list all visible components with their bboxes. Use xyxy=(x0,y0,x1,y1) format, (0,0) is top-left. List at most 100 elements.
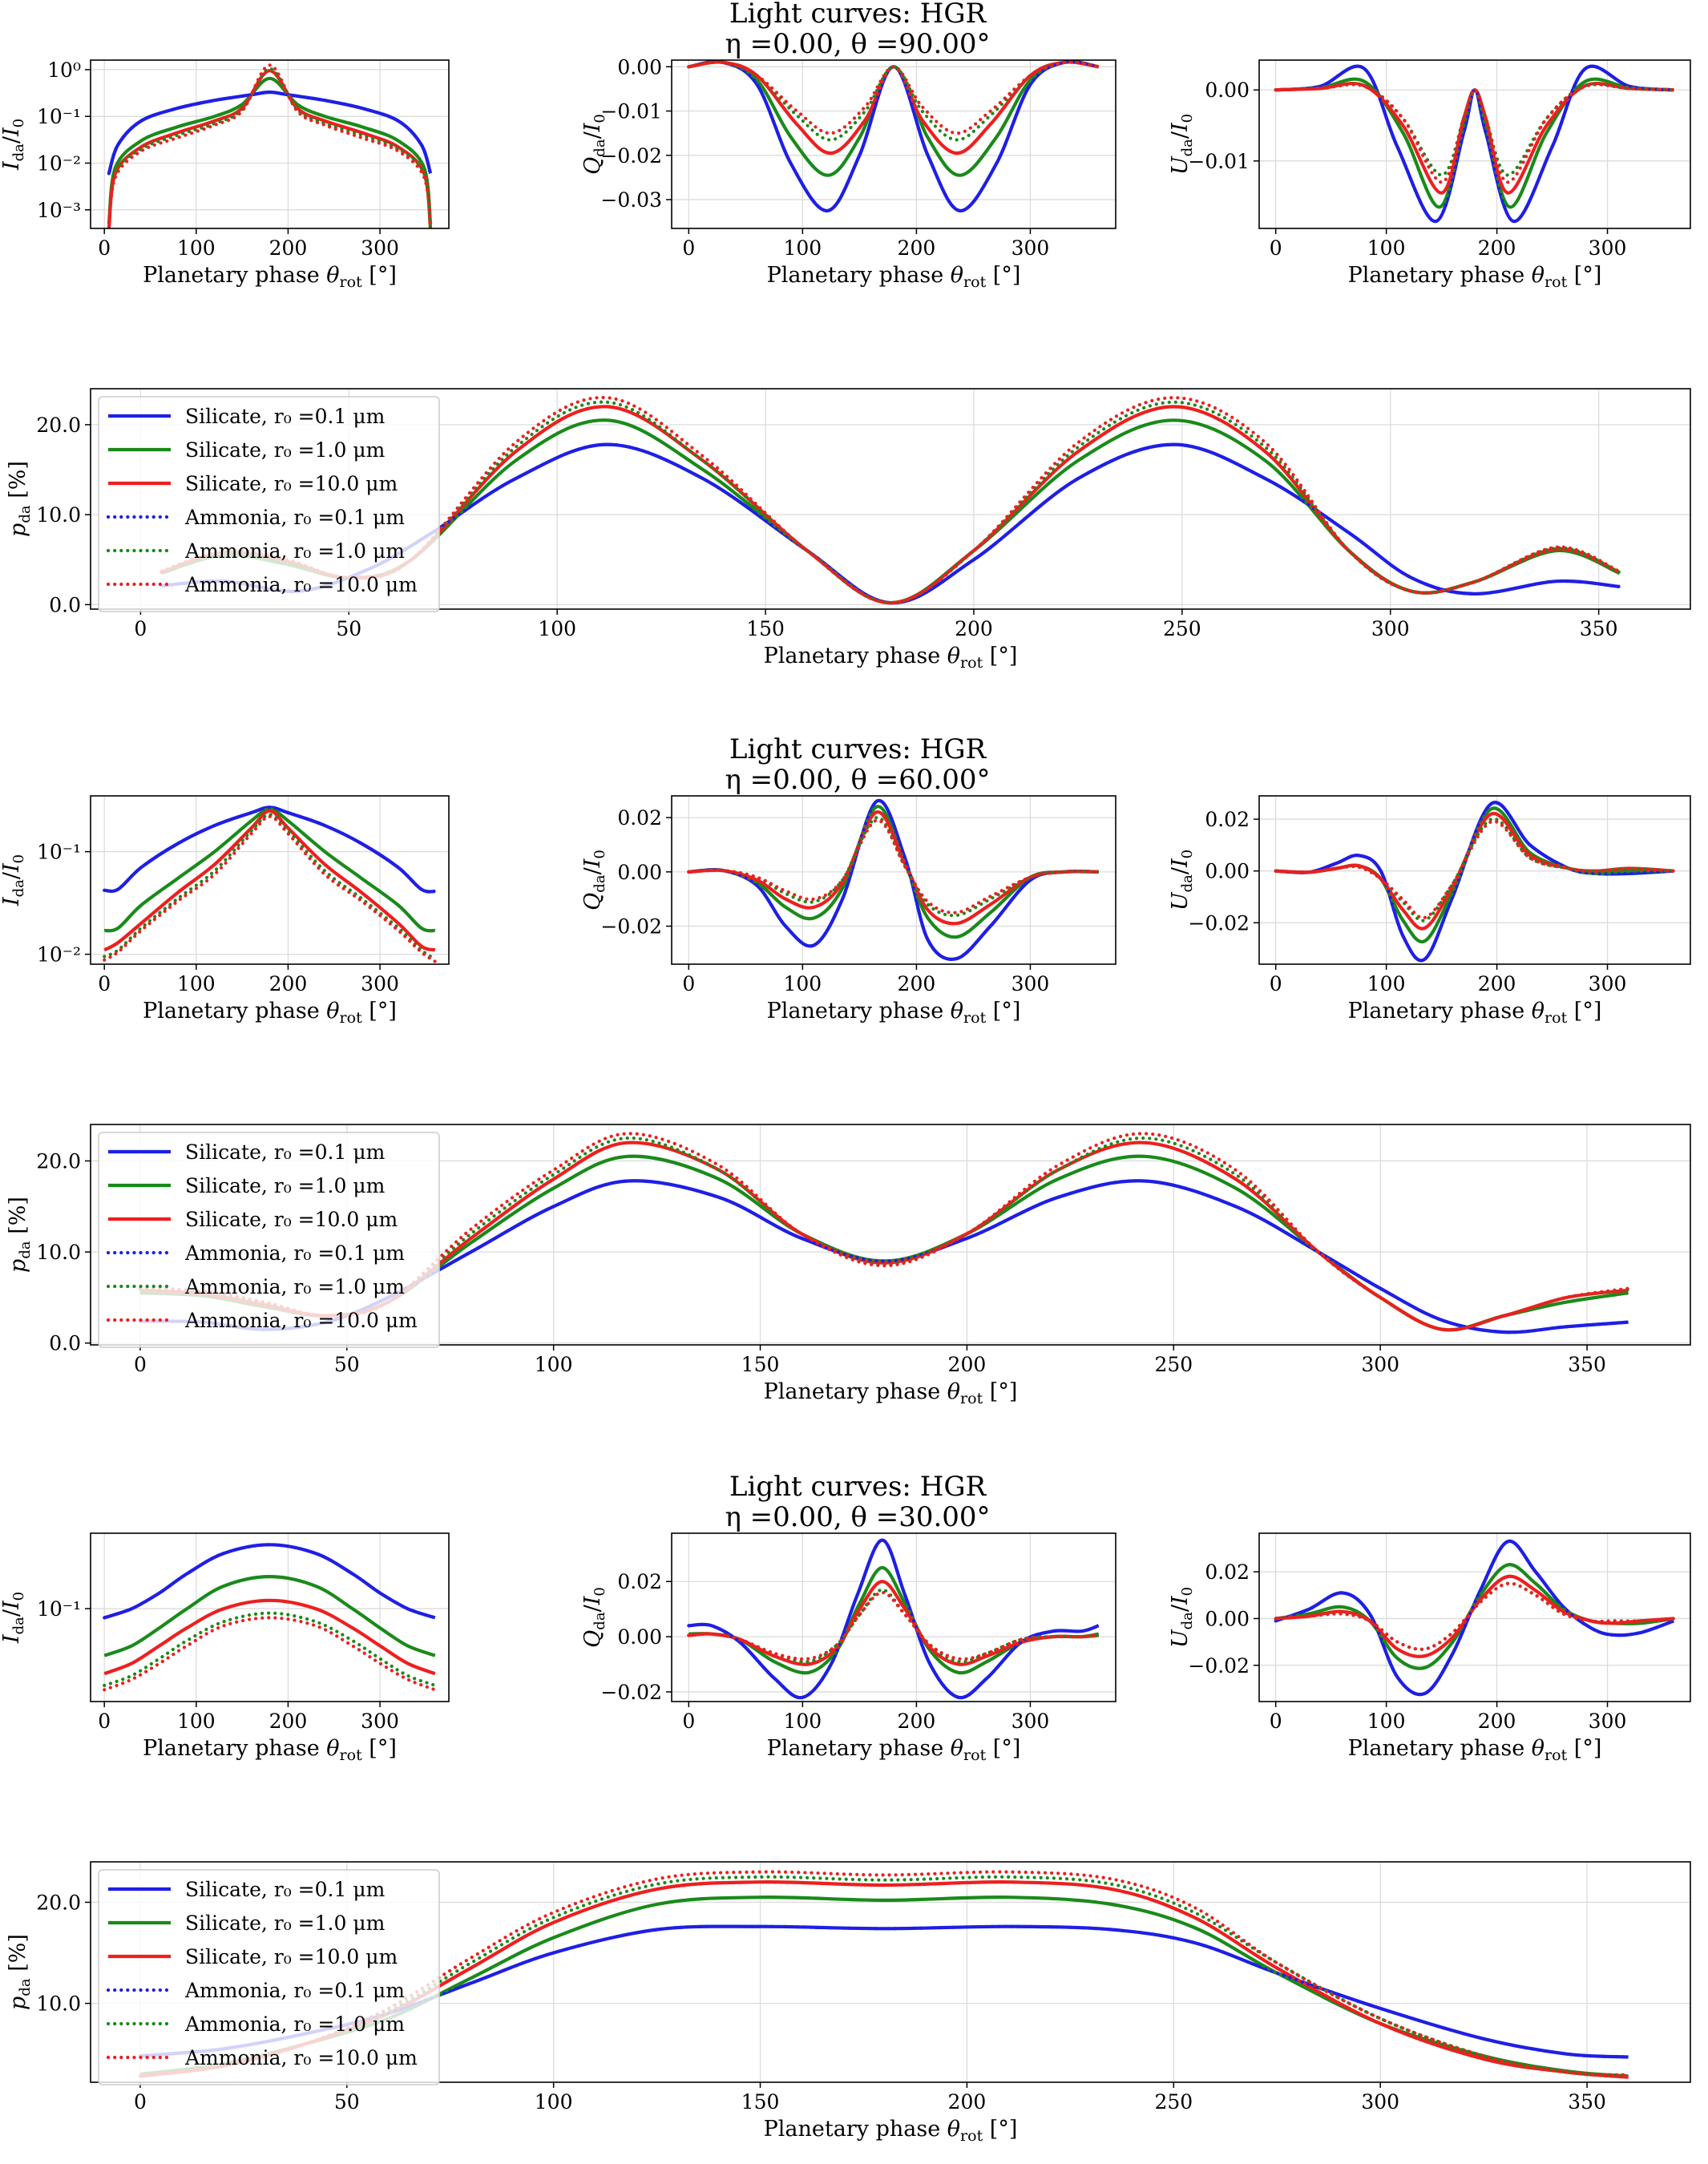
y-axis-label-part: Q xyxy=(580,157,605,175)
series-line xyxy=(1275,77,1674,209)
plot-frame xyxy=(1258,1532,1691,1702)
y-axis-label-part: / xyxy=(0,1609,24,1617)
y-axis-label-part: da xyxy=(1179,1612,1196,1630)
legend-label: Ammonia, r₀ =0.1 μm xyxy=(184,1241,405,1265)
series-line xyxy=(1275,1574,1674,1658)
y-tick-label: −0.01 xyxy=(600,100,662,123)
x-axis-label-part: rot xyxy=(963,1746,987,1764)
chart-title: Light curves: HGR xyxy=(729,733,987,765)
y-tick-label: −0.02 xyxy=(600,915,662,939)
x-axis-label-part: [°] xyxy=(986,1736,1020,1761)
series-line xyxy=(1274,1581,1676,1651)
plot-frame xyxy=(90,388,1691,610)
plot-frame xyxy=(671,795,1116,965)
x-tick-label: 200 xyxy=(898,1710,936,1733)
series-line xyxy=(107,69,433,228)
y-tick-label: −0.02 xyxy=(600,1681,662,1704)
x-tick-label: 0 xyxy=(98,972,111,995)
y-axis-label: Ida/I0 xyxy=(0,1592,27,1644)
x-axis-label-part: θ xyxy=(951,263,963,288)
panel-U: 0 100 200 300 0.02 0.00 −0.02 Planetary phase θ… xyxy=(1168,795,1691,1027)
x-tick-label: 300 xyxy=(1011,1710,1050,1733)
x-tick-label: 200 xyxy=(948,1353,987,1376)
chart-subtitle: η =0.00, θ =30.00° xyxy=(725,1501,990,1533)
x-axis-label-part: rot xyxy=(340,273,363,291)
x-axis-label-part: rot xyxy=(960,1390,983,1407)
y-tick-label: 20.0 xyxy=(36,1891,81,1914)
x-axis-label-part: [°] xyxy=(986,999,1020,1023)
x-axis-label-part: rot xyxy=(963,273,987,291)
x-axis-label-part: rot xyxy=(960,2127,983,2145)
series-line xyxy=(1274,1540,1675,1697)
y-axis-label-part: 0 xyxy=(592,114,608,123)
y-axis-label-part: da xyxy=(10,879,27,898)
series-line xyxy=(103,805,437,894)
legend-label: Silicate, r₀ =0.1 μm xyxy=(185,405,386,428)
y-axis-label-part: / xyxy=(580,131,605,139)
x-axis-label-part: Planetary phase xyxy=(143,263,326,288)
x-axis-label: Planetary phase θrot [°] xyxy=(764,644,1018,672)
panel-I: 0 100 200 300 10⁰ 10⁻¹ 10⁻² 10⁻³ Planetary phase… xyxy=(0,59,450,291)
x-axis-label: Planetary phase θrot [°] xyxy=(143,263,397,291)
x-tick-label: 250 xyxy=(1154,2090,1193,2114)
plot-frame xyxy=(90,1861,1691,2083)
legend-label: Ammonia, r₀ =0.1 μm xyxy=(184,1979,405,2002)
y-axis-label-part: / xyxy=(1168,1604,1193,1612)
y-tick-label: −0.03 xyxy=(600,188,662,212)
y-tick-label: 10⁻³ xyxy=(37,199,81,222)
x-axis-label: Planetary phase θrot [°] xyxy=(767,263,1021,291)
series-line xyxy=(103,1598,436,1676)
series-line xyxy=(1275,81,1674,195)
legend: Silicate, r₀ =0.1 μm Silicate, r₀ =1.0 μm… xyxy=(98,1132,440,1348)
y-axis-label: Ida/I0 xyxy=(0,854,27,906)
x-tick-label: 100 xyxy=(535,2090,573,2114)
plot-frame xyxy=(90,795,450,965)
legend-label: Ammonia, r₀ =10.0 μm xyxy=(184,1309,418,1332)
y-tick-label: 10.0 xyxy=(36,1992,81,2016)
series-line xyxy=(103,1543,437,1620)
series-line xyxy=(138,1870,1630,2078)
series-line xyxy=(1274,1540,1676,1697)
y-axis-label-part: / xyxy=(580,1604,605,1612)
legend-label: Silicate, r₀ =10.0 μm xyxy=(185,472,398,495)
y-axis-label-part: 0 xyxy=(1179,1587,1196,1596)
y-axis-label-part: U xyxy=(1168,1629,1193,1648)
x-tick-label: 200 xyxy=(955,617,993,640)
y-axis-label-part: / xyxy=(0,871,24,879)
x-tick-label: 300 xyxy=(1371,617,1410,640)
y-tick-label: 10⁰ xyxy=(47,59,81,82)
x-tick-label: 300 xyxy=(1361,1353,1399,1376)
series-line xyxy=(138,1179,1630,1334)
x-tick-label: 100 xyxy=(177,972,216,995)
y-axis-label-part: da xyxy=(592,1612,608,1630)
series-line xyxy=(104,805,436,894)
x-axis-label-part: Planetary phase xyxy=(143,999,326,1023)
y-tick-label: 10⁻¹ xyxy=(37,105,81,128)
series-line xyxy=(1275,1563,1674,1670)
legend-box xyxy=(98,396,440,612)
x-tick-label: 0 xyxy=(98,236,111,260)
y-axis-label-part: [%] xyxy=(6,461,30,505)
legend-label: Ammonia, r₀ =1.0 μm xyxy=(184,2013,405,2036)
series-line xyxy=(687,60,1100,135)
x-axis-label: Planetary phase θrot [°] xyxy=(767,999,1021,1027)
y-axis-label-part: I xyxy=(0,1600,24,1610)
x-axis-label-part: [°] xyxy=(983,1379,1017,1404)
legend-label: Silicate, r₀ =10.0 μm xyxy=(185,1208,398,1231)
legend-label: Silicate, r₀ =0.1 μm xyxy=(185,1878,386,1901)
x-axis-label-part: [°] xyxy=(362,1736,397,1761)
y-tick-label: −0.02 xyxy=(600,144,662,168)
x-axis-label-part: rot xyxy=(1544,1009,1568,1027)
x-tick-label: 200 xyxy=(898,972,936,995)
y-axis-label-part: / xyxy=(0,135,24,143)
x-tick-label: 300 xyxy=(1011,972,1050,995)
x-tick-label: 50 xyxy=(336,617,361,640)
y-axis-label: Uda/I0 xyxy=(1168,114,1196,175)
x-axis-label-part: rot xyxy=(340,1009,363,1027)
panel-P: 0 50 100 150 200 250 300 350 10.0 20.0 Planetary p… xyxy=(6,1861,1691,2145)
x-tick-label: 150 xyxy=(741,2090,780,2114)
y-tick-label: 10.0 xyxy=(36,1241,81,1264)
x-tick-label: 50 xyxy=(334,1353,360,1376)
x-axis-label: Planetary phase θrot [°] xyxy=(143,1736,397,1764)
plot-frame xyxy=(90,1124,1691,1346)
